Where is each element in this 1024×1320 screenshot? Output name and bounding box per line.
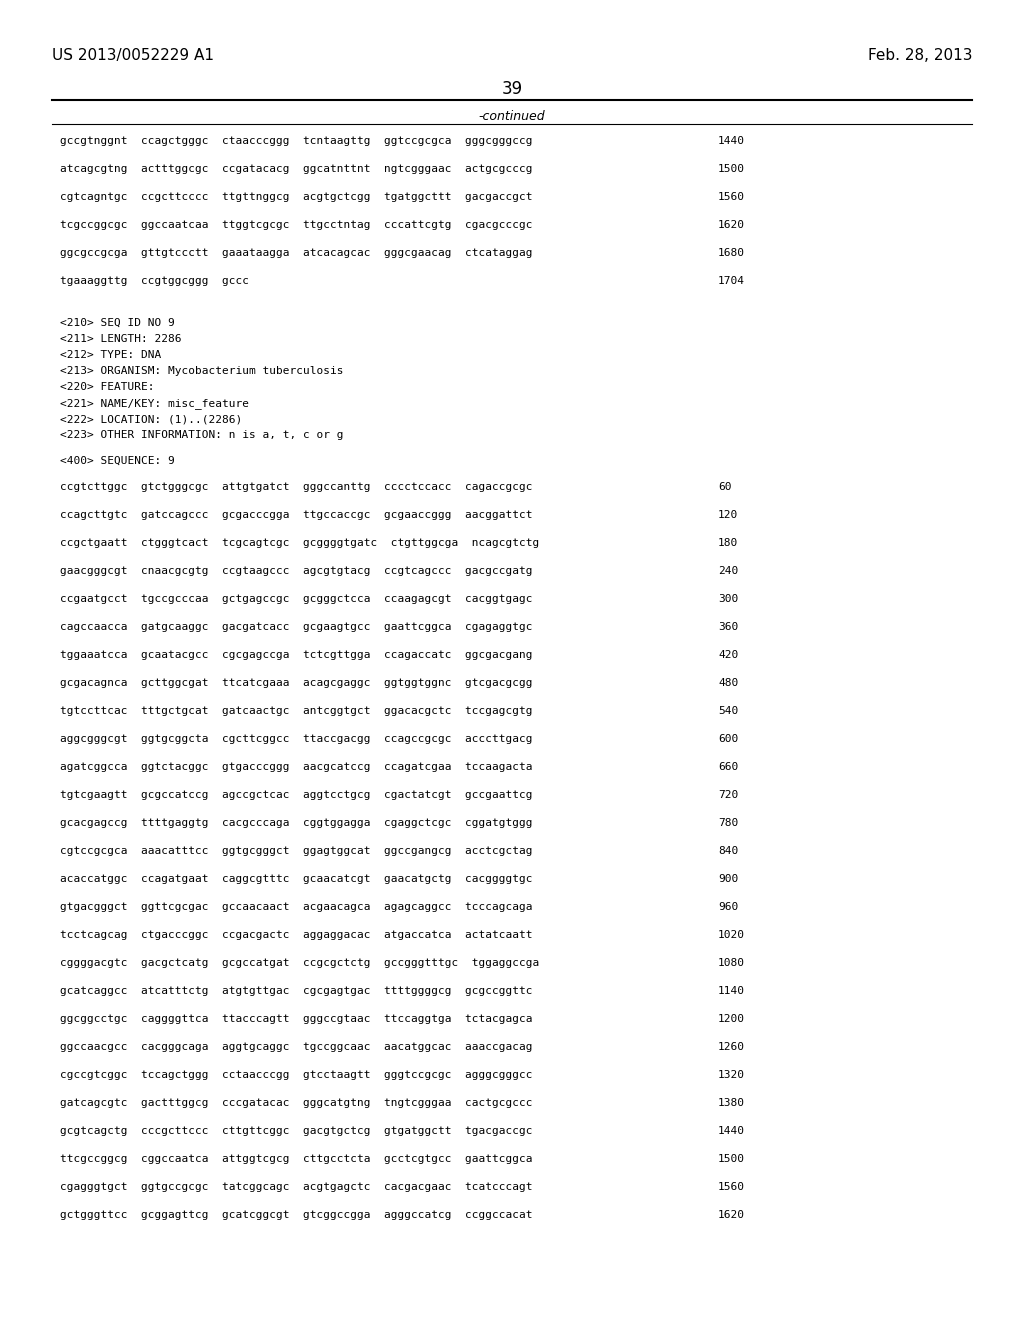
Text: <210> SEQ ID NO 9: <210> SEQ ID NO 9: [60, 318, 175, 327]
Text: ccgtcttggc  gtctgggcgc  attgtgatct  gggccanttg  cccctccacc  cagaccgcgc: ccgtcttggc gtctgggcgc attgtgatct gggccan…: [60, 482, 532, 492]
Text: 1200: 1200: [718, 1014, 745, 1024]
Text: cgagggtgct  ggtgccgcgc  tatcggcagc  acgtgagctc  cacgacgaac  tcatcccagt: cgagggtgct ggtgccgcgc tatcggcagc acgtgag…: [60, 1181, 532, 1192]
Text: 480: 480: [718, 678, 738, 688]
Text: 180: 180: [718, 539, 738, 548]
Text: 1440: 1440: [718, 136, 745, 147]
Text: 840: 840: [718, 846, 738, 855]
Text: 1020: 1020: [718, 931, 745, 940]
Text: ggcgccgcga  gttgtccctt  gaaataagga  atcacagcac  gggcgaacag  ctcataggag: ggcgccgcga gttgtccctt gaaataagga atcacag…: [60, 248, 532, 257]
Text: ccgaatgcct  tgccgcccaa  gctgagccgc  gcgggctcca  ccaagagcgt  cacggtgagc: ccgaatgcct tgccgcccaa gctgagccgc gcgggct…: [60, 594, 532, 605]
Text: 1704: 1704: [718, 276, 745, 286]
Text: 120: 120: [718, 510, 738, 520]
Text: <212> TYPE: DNA: <212> TYPE: DNA: [60, 350, 161, 360]
Text: 1620: 1620: [718, 220, 745, 230]
Text: 1380: 1380: [718, 1098, 745, 1107]
Text: Feb. 28, 2013: Feb. 28, 2013: [867, 48, 972, 63]
Text: cgtccgcgca  aaacatttcc  ggtgcgggct  ggagtggcat  ggccgangcg  acctcgctag: cgtccgcgca aaacatttcc ggtgcgggct ggagtgg…: [60, 846, 532, 855]
Text: cgtcagntgc  ccgcttcccc  ttgttnggcg  acgtgctcgg  tgatggcttt  gacgaccgct: cgtcagntgc ccgcttcccc ttgttnggcg acgtgct…: [60, 191, 532, 202]
Text: cagccaacca  gatgcaaggc  gacgatcacc  gcgaagtgcc  gaattcggca  cgagaggtgc: cagccaacca gatgcaaggc gacgatcacc gcgaagt…: [60, 622, 532, 632]
Text: 420: 420: [718, 649, 738, 660]
Text: gctgggttcc  gcggagttcg  gcatcggcgt  gtcggccgga  agggccatcg  ccggccacat: gctgggttcc gcggagttcg gcatcggcgt gtcggcc…: [60, 1210, 532, 1220]
Text: tcctcagcag  ctgacccggc  ccgacgactc  aggaggacac  atgaccatca  actatcaatt: tcctcagcag ctgacccggc ccgacgactc aggagga…: [60, 931, 532, 940]
Text: tgtcgaagtt  gcgccatccg  agccgctcac  aggtcctgcg  cgactatcgt  gccgaattcg: tgtcgaagtt gcgccatccg agccgctcac aggtcct…: [60, 789, 532, 800]
Text: 60: 60: [718, 482, 731, 492]
Text: 720: 720: [718, 789, 738, 800]
Text: atcagcgtng  actttggcgc  ccgatacacg  ggcatnttnt  ngtcgggaac  actgcgcccg: atcagcgtng actttggcgc ccgatacacg ggcatnt…: [60, 164, 532, 174]
Text: ggccaacgcc  cacgggcaga  aggtgcaggc  tgccggcaac  aacatggcac  aaaccgacag: ggccaacgcc cacgggcaga aggtgcaggc tgccggc…: [60, 1041, 532, 1052]
Text: cgccgtcggc  tccagctggg  cctaacccgg  gtcctaagtt  gggtccgcgc  agggcgggcc: cgccgtcggc tccagctggg cctaacccgg gtcctaa…: [60, 1071, 532, 1080]
Text: ggcggcctgc  caggggttca  ttacccagtt  gggccgtaac  ttccaggtga  tctacgagca: ggcggcctgc caggggttca ttacccagtt gggccgt…: [60, 1014, 532, 1024]
Text: aggcgggcgt  ggtgcggcta  cgcttcggcc  ttaccgacgg  ccagccgcgc  acccttgacg: aggcgggcgt ggtgcggcta cgcttcggcc ttaccga…: [60, 734, 532, 744]
Text: 780: 780: [718, 818, 738, 828]
Text: 1500: 1500: [718, 164, 745, 174]
Text: 300: 300: [718, 594, 738, 605]
Text: 1560: 1560: [718, 1181, 745, 1192]
Text: 1440: 1440: [718, 1126, 745, 1137]
Text: 660: 660: [718, 762, 738, 772]
Text: 1080: 1080: [718, 958, 745, 968]
Text: <222> LOCATION: (1)..(2286): <222> LOCATION: (1)..(2286): [60, 414, 243, 424]
Text: acaccatggc  ccagatgaat  caggcgtttc  gcaacatcgt  gaacatgctg  cacggggtgc: acaccatggc ccagatgaat caggcgtttc gcaacat…: [60, 874, 532, 884]
Text: gccgtnggnt  ccagctgggc  ctaacccggg  tcntaagttg  ggtccgcgca  gggcgggccg: gccgtnggnt ccagctgggc ctaacccggg tcntaag…: [60, 136, 532, 147]
Text: gatcagcgtc  gactttggcg  cccgatacac  gggcatgtng  tngtcgggaa  cactgcgccc: gatcagcgtc gactttggcg cccgatacac gggcatg…: [60, 1098, 532, 1107]
Text: gcgtcagctg  cccgcttccc  cttgttcggc  gacgtgctcg  gtgatggctt  tgacgaccgc: gcgtcagctg cccgcttccc cttgttcggc gacgtgc…: [60, 1126, 532, 1137]
Text: 240: 240: [718, 566, 738, 576]
Text: agatcggcca  ggtctacggc  gtgacccggg  aacgcatccg  ccagatcgaa  tccaagacta: agatcggcca ggtctacggc gtgacccggg aacgcat…: [60, 762, 532, 772]
Text: 1680: 1680: [718, 248, 745, 257]
Text: <223> OTHER INFORMATION: n is a, t, c or g: <223> OTHER INFORMATION: n is a, t, c or…: [60, 430, 343, 440]
Text: gtgacgggct  ggttcgcgac  gccaacaact  acgaacagca  agagcaggcc  tcccagcaga: gtgacgggct ggttcgcgac gccaacaact acgaaca…: [60, 902, 532, 912]
Text: <400> SEQUENCE: 9: <400> SEQUENCE: 9: [60, 455, 175, 466]
Text: cggggacgtc  gacgctcatg  gcgccatgat  ccgcgctctg  gccgggtttgc  tggaggccga: cggggacgtc gacgctcatg gcgccatgat ccgcgct…: [60, 958, 540, 968]
Text: tgtccttcac  tttgctgcat  gatcaactgc  antcggtgct  ggacacgctc  tccgagcgtg: tgtccttcac tttgctgcat gatcaactgc antcggt…: [60, 706, 532, 715]
Text: 1620: 1620: [718, 1210, 745, 1220]
Text: 39: 39: [502, 81, 522, 98]
Text: ttcgccggcg  cggccaatca  attggtcgcg  cttgcctcta  gcctcgtgcc  gaattcggca: ttcgccggcg cggccaatca attggtcgcg cttgcct…: [60, 1154, 532, 1164]
Text: 1320: 1320: [718, 1071, 745, 1080]
Text: 1560: 1560: [718, 191, 745, 202]
Text: tcgccggcgc  ggccaatcaa  ttggtcgcgc  ttgcctntag  cccattcgtg  cgacgcccgc: tcgccggcgc ggccaatcaa ttggtcgcgc ttgcctn…: [60, 220, 532, 230]
Text: ccagcttgtc  gatccagccc  gcgacccgga  ttgccaccgc  gcgaaccggg  aacggattct: ccagcttgtc gatccagccc gcgacccgga ttgccac…: [60, 510, 532, 520]
Text: gcacgagccg  ttttgaggtg  cacgcccaga  cggtggagga  cgaggctcgc  cggatgtggg: gcacgagccg ttttgaggtg cacgcccaga cggtgga…: [60, 818, 532, 828]
Text: 540: 540: [718, 706, 738, 715]
Text: 960: 960: [718, 902, 738, 912]
Text: 900: 900: [718, 874, 738, 884]
Text: 600: 600: [718, 734, 738, 744]
Text: ccgctgaatt  ctgggtcact  tcgcagtcgc  gcggggtgatc  ctgttggcga  ncagcgtctg: ccgctgaatt ctgggtcact tcgcagtcgc gcggggt…: [60, 539, 540, 548]
Text: 1500: 1500: [718, 1154, 745, 1164]
Text: <220> FEATURE:: <220> FEATURE:: [60, 381, 155, 392]
Text: -continued: -continued: [478, 110, 546, 123]
Text: <221> NAME/KEY: misc_feature: <221> NAME/KEY: misc_feature: [60, 399, 249, 409]
Text: <211> LENGTH: 2286: <211> LENGTH: 2286: [60, 334, 181, 345]
Text: 360: 360: [718, 622, 738, 632]
Text: gaacgggcgt  cnaacgcgtg  ccgtaagccc  agcgtgtacg  ccgtcagccc  gacgccgatg: gaacgggcgt cnaacgcgtg ccgtaagccc agcgtgt…: [60, 566, 532, 576]
Text: US 2013/0052229 A1: US 2013/0052229 A1: [52, 48, 214, 63]
Text: gcgacagnca  gcttggcgat  ttcatcgaaa  acagcgaggc  ggtggtggnc  gtcgacgcgg: gcgacagnca gcttggcgat ttcatcgaaa acagcga…: [60, 678, 532, 688]
Text: gcatcaggcc  atcatttctg  atgtgttgac  cgcgagtgac  ttttggggcg  gcgccggttc: gcatcaggcc atcatttctg atgtgttgac cgcgagt…: [60, 986, 532, 997]
Text: tggaaatcca  gcaatacgcc  cgcgagccga  tctcgttgga  ccagaccatc  ggcgacgang: tggaaatcca gcaatacgcc cgcgagccga tctcgtt…: [60, 649, 532, 660]
Text: 1140: 1140: [718, 986, 745, 997]
Text: <213> ORGANISM: Mycobacterium tuberculosis: <213> ORGANISM: Mycobacterium tuberculos…: [60, 366, 343, 376]
Text: tgaaaggttg  ccgtggcggg  gccc: tgaaaggttg ccgtggcggg gccc: [60, 276, 249, 286]
Text: 1260: 1260: [718, 1041, 745, 1052]
